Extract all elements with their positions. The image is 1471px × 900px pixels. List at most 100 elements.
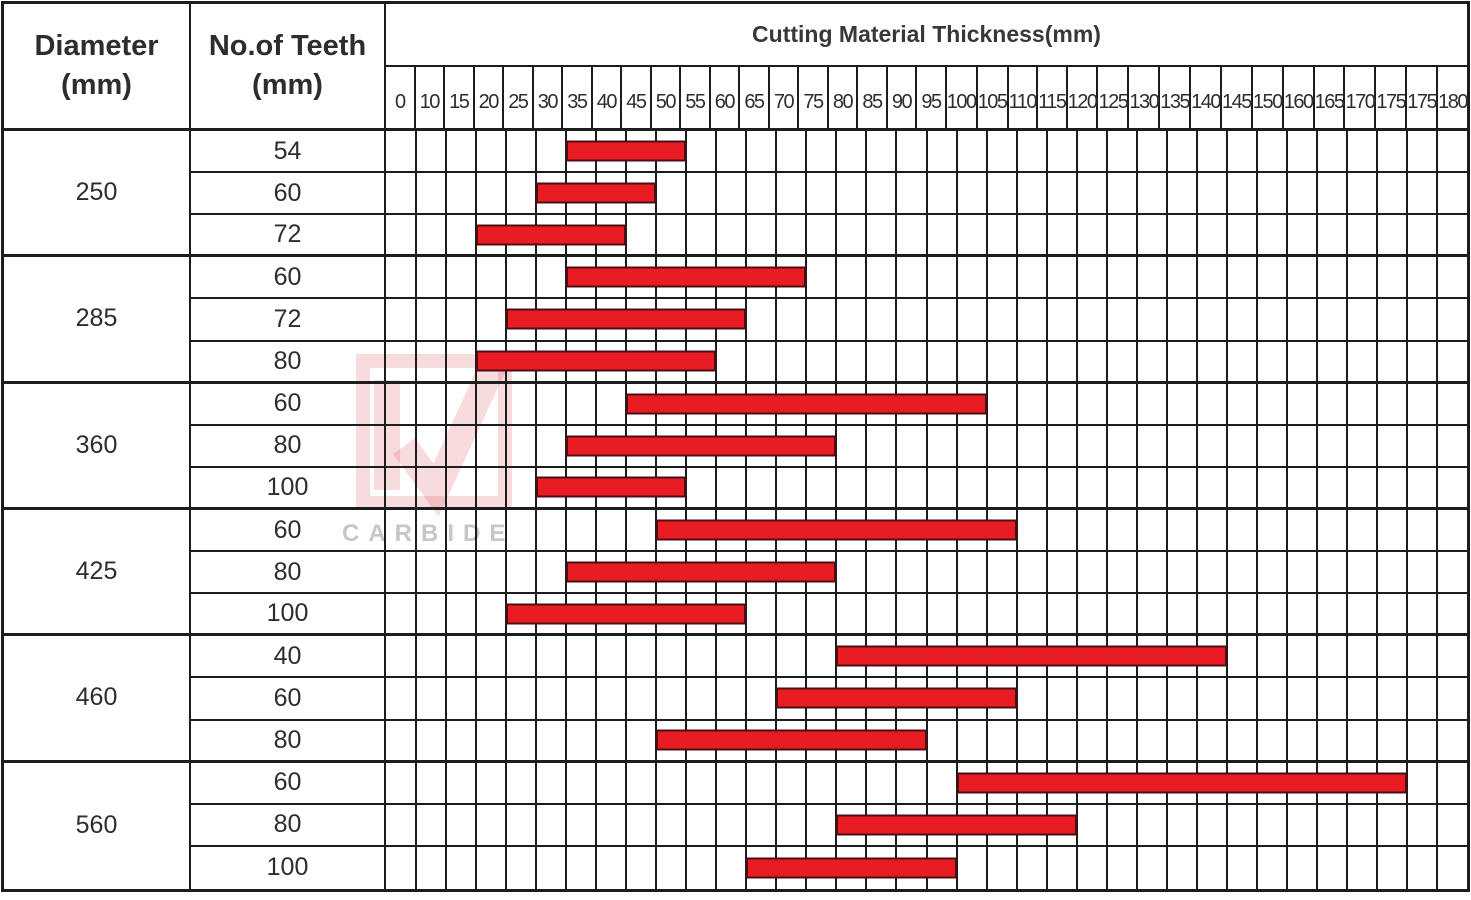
grid-line [475, 131, 478, 172]
grid-line [1375, 257, 1378, 298]
grid-line [1225, 299, 1228, 340]
grid-line [1165, 131, 1168, 172]
grid-line [595, 846, 598, 889]
grid-line [1135, 678, 1138, 719]
grid-line [1435, 131, 1438, 172]
chart-cell [386, 594, 1467, 637]
grid-line [1285, 299, 1288, 340]
grid-line [1165, 720, 1168, 760]
grid-line [1285, 552, 1288, 593]
grid-line [1405, 594, 1408, 634]
grid-line [1105, 846, 1108, 889]
grid-line [1435, 467, 1438, 507]
grid-line [1345, 678, 1348, 719]
grid-line [1135, 257, 1138, 298]
grid-line [1345, 341, 1348, 381]
grid-line [715, 636, 718, 677]
range-bar [566, 561, 837, 583]
grid-line [1285, 846, 1288, 889]
grid-line [445, 341, 448, 381]
grid-line [1165, 299, 1168, 340]
grid-line [955, 341, 958, 381]
grid-line [685, 636, 688, 677]
grid-line [745, 678, 748, 719]
grid-line [1375, 131, 1378, 172]
grid-line [1345, 215, 1348, 255]
grid-line [1135, 425, 1138, 466]
grid-line [955, 173, 958, 214]
grid-line [895, 552, 898, 593]
grid-line [1015, 720, 1018, 760]
grid-line [1105, 131, 1108, 172]
grid-line [685, 467, 688, 507]
grid-line [505, 636, 508, 677]
grid-line [535, 509, 538, 551]
grid-line [565, 678, 568, 719]
grid-line [1435, 257, 1438, 298]
grid-line [1345, 594, 1348, 634]
chart-cell [386, 467, 1467, 510]
grid-line [1015, 594, 1018, 634]
grid-line [1045, 678, 1048, 719]
grid-line [1405, 678, 1408, 719]
grid-line [895, 131, 898, 172]
grid-line [1225, 173, 1228, 214]
tick-label: 40 [593, 67, 623, 128]
grid-line [1135, 215, 1138, 255]
grid-line [535, 552, 538, 593]
tick-label: 25 [504, 67, 534, 128]
grid-line [1315, 467, 1318, 507]
grid-line [925, 594, 928, 634]
grid-line [1405, 762, 1408, 803]
grid-line [595, 762, 598, 803]
chart-cell [386, 425, 1467, 468]
chart-title: Cutting Material Thickness(mm) [386, 4, 1467, 67]
tick-label: 110 [1009, 67, 1039, 128]
grid-line [1435, 636, 1438, 677]
grid-line [505, 804, 508, 845]
grid-line [1285, 720, 1288, 760]
tick-label: 60 [711, 67, 741, 128]
teeth-cell: 80 [191, 425, 386, 468]
grid-line [625, 678, 628, 719]
diameter-cell: 460 [4, 636, 191, 763]
grid-line [1285, 636, 1288, 677]
grid-line [1195, 509, 1198, 551]
grid-line [985, 341, 988, 381]
tick-label: 35 [563, 67, 593, 128]
grid-line [1315, 131, 1318, 172]
tick-label: 85 [858, 67, 888, 128]
grid-line [1075, 678, 1078, 719]
grid-line [745, 131, 748, 172]
grid-line [715, 678, 718, 719]
grid-line [955, 467, 958, 507]
grid-line [1105, 173, 1108, 214]
grid-line [415, 299, 418, 340]
grid-line [865, 131, 868, 172]
grid-line [1165, 173, 1168, 214]
grid-line [1375, 467, 1378, 507]
grid-line [475, 173, 478, 214]
grid-line [1045, 720, 1048, 760]
grid-line [1255, 846, 1258, 889]
grid-line [1345, 846, 1348, 889]
grid-line [745, 804, 748, 845]
grid-line [595, 383, 598, 424]
grid-line [985, 846, 988, 889]
grid-line [595, 636, 598, 677]
grid-line [1225, 425, 1228, 466]
grid-line [895, 257, 898, 298]
grid-line [1165, 804, 1168, 845]
grid-line [715, 173, 718, 214]
grid-line [505, 509, 508, 551]
grid-line [445, 636, 448, 677]
grid-line [895, 762, 898, 803]
tick-label: 170 [1345, 67, 1377, 128]
grid-line [415, 173, 418, 214]
grid-line [1435, 846, 1438, 889]
grid-line [1375, 173, 1378, 214]
range-bar [566, 435, 837, 457]
grid-line [445, 678, 448, 719]
grid-line [1075, 425, 1078, 466]
